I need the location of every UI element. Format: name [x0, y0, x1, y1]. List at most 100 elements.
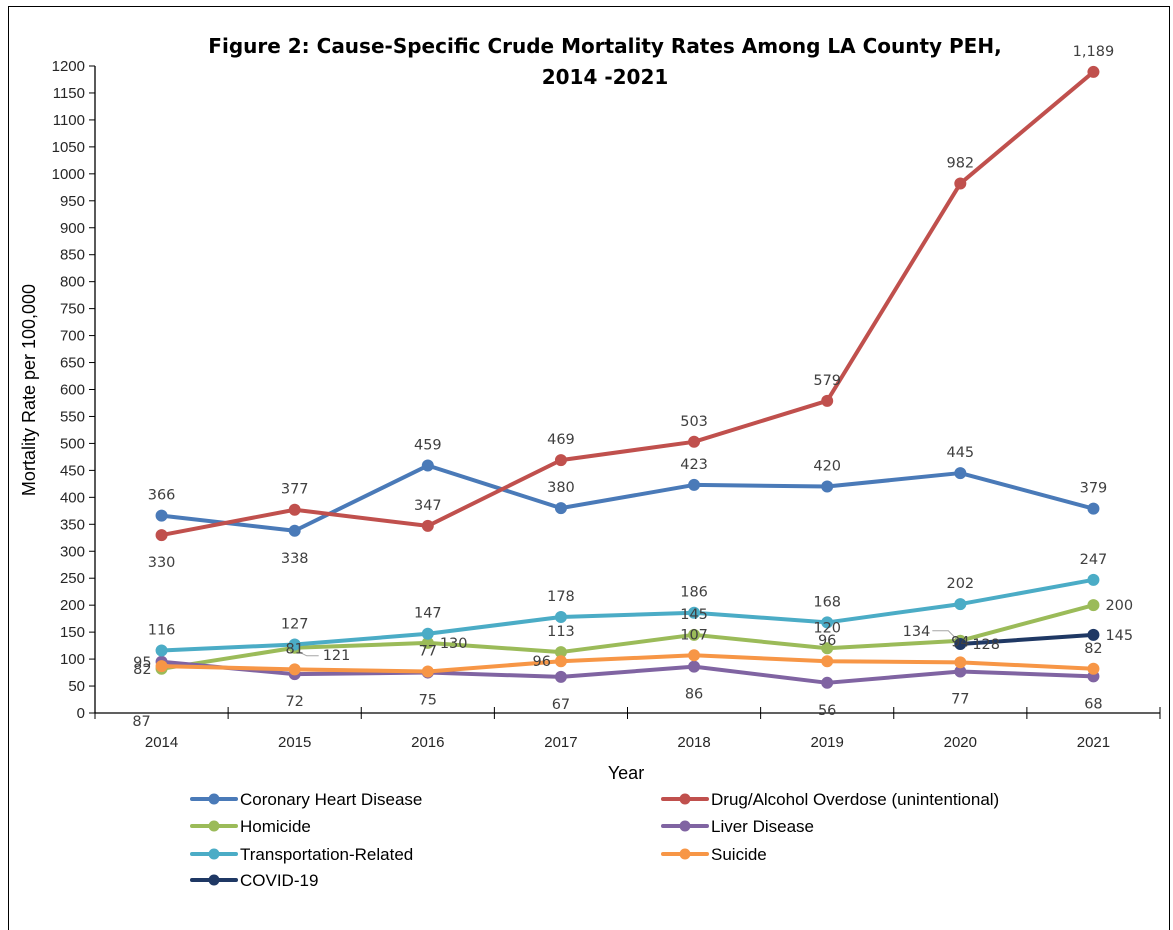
data-point — [688, 478, 701, 491]
y-tick-label: 450 — [60, 462, 85, 479]
data-point — [688, 660, 701, 673]
y-tick-label: 950 — [60, 193, 85, 210]
series-line — [159, 653, 1096, 674]
data-label: 81 — [285, 641, 303, 657]
y-tick-label: 550 — [60, 408, 85, 425]
series-suicide — [155, 649, 1100, 678]
y-tick-label: 750 — [60, 301, 85, 318]
data-label: 145 — [1105, 628, 1133, 644]
data-label: 380 — [547, 480, 575, 496]
x-tick-label: 2017 — [544, 734, 577, 751]
data-point — [1087, 573, 1100, 586]
data-label: 94 — [951, 634, 969, 650]
data-label: 86 — [685, 687, 703, 703]
x-tick-label: 2020 — [944, 734, 977, 751]
data-point — [155, 529, 168, 542]
x-tick-label: 2016 — [411, 734, 444, 751]
legend-item: COVID-19 — [190, 871, 318, 890]
data-label: 330 — [148, 555, 176, 571]
data-point — [1087, 662, 1100, 675]
series-layer — [155, 65, 1100, 689]
data-label: 247 — [1080, 552, 1108, 568]
legend-item: Suicide — [661, 845, 767, 864]
legend-label: Liver Disease — [711, 817, 814, 836]
legend-swatch-marker — [679, 820, 691, 832]
legend-label: COVID-19 — [240, 871, 318, 890]
label-leader-line — [932, 630, 957, 640]
y-tick-label: 800 — [60, 274, 85, 291]
data-label: 147 — [414, 606, 442, 622]
data-label: 67 — [552, 697, 570, 713]
legend: Coronary Heart Disease Drug/Alcohol Overd… — [190, 790, 999, 890]
data-label: 116 — [148, 622, 176, 638]
legend-label: Homicide — [240, 817, 311, 836]
data-label: 82 — [133, 662, 151, 678]
y-tick-label: 850 — [60, 247, 85, 264]
data-label: 200 — [1105, 598, 1133, 614]
label-leader-line — [298, 651, 319, 657]
y-tick-label: 1200 — [52, 58, 85, 75]
y-tick-label: 150 — [60, 624, 85, 641]
y-axis-title: Mortality Rate per 100,000 — [19, 284, 39, 496]
y-tick-label: 500 — [60, 435, 85, 452]
data-label: 445 — [946, 445, 974, 461]
data-label: 459 — [414, 438, 442, 454]
data-label: 145 — [680, 607, 708, 623]
data-label: 134 — [903, 624, 931, 640]
data-label: 107 — [680, 627, 708, 643]
data-point — [155, 660, 168, 673]
series-drug-alcohol-overdose-unintentional- — [155, 65, 1100, 542]
data-point — [954, 656, 967, 669]
data-label: 423 — [680, 457, 708, 473]
data-point — [421, 627, 434, 640]
legend-item: Coronary Heart Disease — [190, 790, 422, 809]
data-point — [554, 670, 567, 683]
data-label: 96 — [532, 654, 550, 670]
x-tick-label: 2018 — [677, 734, 710, 751]
data-label: 128 — [972, 637, 1000, 653]
data-point — [554, 502, 567, 515]
legend-label: Drug/Alcohol Overdose (unintentional) — [711, 790, 999, 809]
legend-item: Homicide — [190, 817, 311, 836]
data-label: 77 — [419, 643, 437, 659]
data-point — [421, 459, 434, 472]
legend-swatch-marker — [208, 848, 220, 860]
series-line — [159, 659, 1096, 685]
data-point — [1087, 599, 1100, 612]
data-point — [1087, 65, 1100, 78]
data-label: 95 — [133, 655, 151, 671]
series-line — [159, 69, 1096, 538]
data-point — [954, 177, 967, 190]
y-tick-label: 900 — [60, 220, 85, 237]
data-point — [954, 467, 967, 480]
data-point — [688, 628, 701, 641]
data-point — [288, 524, 301, 537]
data-point — [821, 616, 834, 629]
data-point — [288, 503, 301, 516]
x-tick-label: 2014 — [145, 734, 178, 751]
y-tick-label: 700 — [60, 328, 85, 345]
data-point — [288, 663, 301, 676]
data-label: 338 — [281, 551, 309, 567]
data-label: 347 — [414, 498, 442, 514]
y-tick-label: 1000 — [52, 166, 85, 183]
data-point — [421, 665, 434, 678]
data-point — [155, 644, 168, 657]
series-line — [159, 577, 1096, 653]
data-label: 68 — [1084, 696, 1102, 712]
data-label: 1,189 — [1073, 44, 1115, 60]
legend-swatch-marker — [208, 793, 220, 805]
y-tick-label: 50 — [68, 678, 85, 695]
y-tick-label: 300 — [60, 543, 85, 560]
data-label: 77 — [951, 691, 969, 707]
y-tick-label: 400 — [60, 489, 85, 506]
data-point — [554, 611, 567, 624]
legend-item: Transportation-Related — [190, 845, 413, 864]
data-label: 579 — [813, 373, 841, 389]
data-label: 113 — [547, 624, 575, 640]
chart-frame — [8, 6, 1170, 930]
legend-swatch-marker — [679, 793, 691, 805]
data-label: 168 — [813, 594, 841, 610]
x-axis: 2014 2015 2016 2017 2018 2019 2020 2021 — [94, 707, 1161, 751]
